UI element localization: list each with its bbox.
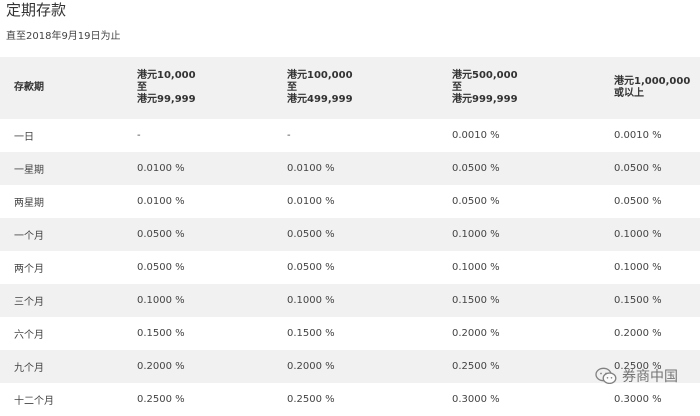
rate-cell: 0.2000 % <box>137 361 185 372</box>
rate-cell: 0.2000 % <box>287 361 335 372</box>
column-header-line: 港元500,000 <box>452 70 518 81</box>
table-row: 九个月 0.2000 % 0.2000 % 0.2500 % 0.2500 % <box>0 350 700 383</box>
rate-cell: 0.2500 % <box>452 361 500 372</box>
table-row: 一个月 0.0500 % 0.0500 % 0.1000 % 0.1000 % <box>0 218 700 251</box>
rate-cell: 0.0500 % <box>614 163 662 174</box>
rate-cell: 0.1500 % <box>137 328 185 339</box>
header-row: 存款期 港元10,000 至港元99,999 港元100,000 至港元499,999 港… <box>0 57 700 119</box>
watermark-text: 券商中国 <box>622 369 678 385</box>
rate-cell: 0.2000 % <box>452 328 500 339</box>
term-cell: 九个月 <box>14 363 44 374</box>
rate-cell: 0.0100 % <box>137 163 185 174</box>
table-row: 一日 - - 0.0010 % 0.0010 % <box>0 119 700 152</box>
rate-cell: 0.0500 % <box>287 262 335 273</box>
column-header-line: 港元10,000 <box>137 70 196 81</box>
column-header: 港元100,000 至港元499,999 <box>275 57 440 119</box>
rate-cell: - <box>137 130 141 141</box>
rate-cell: 0.2000 % <box>614 328 662 339</box>
column-header: 存款期 <box>0 57 125 119</box>
column-header-line: 存款期 <box>14 82 44 93</box>
table-row: 一星期 0.0100 % 0.0100 % 0.0500 % 0.0500 % <box>0 152 700 185</box>
column-header-line: 港元999,999 <box>452 94 518 105</box>
rate-cell: 0.1000 % <box>452 229 500 240</box>
rate-cell: 0.2500 % <box>137 394 185 405</box>
rate-cell: 0.1500 % <box>614 295 662 306</box>
term-cell: 一星期 <box>14 165 44 176</box>
table-row: 三个月 0.1000 % 0.1000 % 0.1500 % 0.1500 % <box>0 284 700 317</box>
rate-cell: 0.1500 % <box>287 328 335 339</box>
rate-cell: - <box>287 130 291 141</box>
term-cell: 六个月 <box>14 330 44 341</box>
rate-cell: 0.0500 % <box>137 262 185 273</box>
deposit-rates-table: 存款期 港元10,000 至港元99,999 港元100,000 至港元499,999 港… <box>0 57 700 416</box>
rate-cell: 0.1000 % <box>287 295 335 306</box>
rate-cell: 0.1000 % <box>614 229 662 240</box>
rate-cell: 0.1000 % <box>137 295 185 306</box>
page-title: 定期存款 <box>6 1 67 19</box>
rate-cell: 0.1000 % <box>452 262 500 273</box>
wechat-icon <box>595 367 617 385</box>
table-row: 六个月 0.1500 % 0.1500 % 0.2000 % 0.2000 % <box>0 317 700 350</box>
rate-cell: 0.3000 % <box>614 394 662 405</box>
rate-cell: 0.2500 % <box>287 394 335 405</box>
rate-cell: 0.0100 % <box>287 163 335 174</box>
column-header-line: 港元99,999 <box>137 94 196 105</box>
column-header-line: 或以上 <box>614 88 644 99</box>
rate-cell: 0.0010 % <box>452 130 500 141</box>
rate-cell: 0.0500 % <box>614 196 662 207</box>
column-header-line: 至 <box>287 82 297 93</box>
table-row: 两个月 0.0500 % 0.0500 % 0.1000 % 0.1000 % <box>0 251 700 284</box>
rate-cell: 0.0500 % <box>137 229 185 240</box>
column-header-line: 港元100,000 <box>287 70 353 81</box>
rate-cell: 0.0100 % <box>137 196 185 207</box>
rate-cell: 0.0500 % <box>287 229 335 240</box>
column-header: 港元10,000 至港元99,999 <box>125 57 275 119</box>
rate-cell: 0.1500 % <box>452 295 500 306</box>
column-header-line: 港元499,999 <box>287 94 353 105</box>
table-row: 两星期 0.0100 % 0.0100 % 0.0500 % 0.0500 % <box>0 185 700 218</box>
term-cell: 两个月 <box>14 264 44 275</box>
column-header-line: 港元1,000,000 <box>614 76 691 87</box>
table-header: 存款期 港元10,000 至港元99,999 港元100,000 至港元499,999 港… <box>0 57 700 119</box>
term-cell: 两星期 <box>14 198 44 209</box>
table-row: 十二个月 0.2500 % 0.2500 % 0.3000 % 0.3000 % <box>0 383 700 416</box>
page-subtitle: 直至2018年9月19日为止 <box>6 31 121 42</box>
rate-cell: 0.0100 % <box>287 196 335 207</box>
column-header: 港元1,000,000 或以上 <box>602 57 700 119</box>
term-cell: 十二个月 <box>14 396 54 407</box>
term-cell: 一日 <box>14 132 34 143</box>
rate-cell: 0.2500 % <box>614 361 662 372</box>
term-cell: 一个月 <box>14 231 44 242</box>
rate-cell: 0.0500 % <box>452 163 500 174</box>
rate-cell: 0.3000 % <box>452 394 500 405</box>
column-header-line: 至 <box>137 82 147 93</box>
rate-cell: 0.0500 % <box>452 196 500 207</box>
column-header: 港元500,000 至港元999,999 <box>440 57 602 119</box>
watermark: 券商中国 <box>595 366 678 386</box>
column-header-line: 至 <box>452 82 462 93</box>
term-cell: 三个月 <box>14 297 44 308</box>
rate-cell: 0.0010 % <box>614 130 662 141</box>
table-body: 一日 - - 0.0010 % 0.0010 % 一星期 0.0100 % 0.0100 % 0… <box>0 119 700 416</box>
rate-cell: 0.1000 % <box>614 262 662 273</box>
